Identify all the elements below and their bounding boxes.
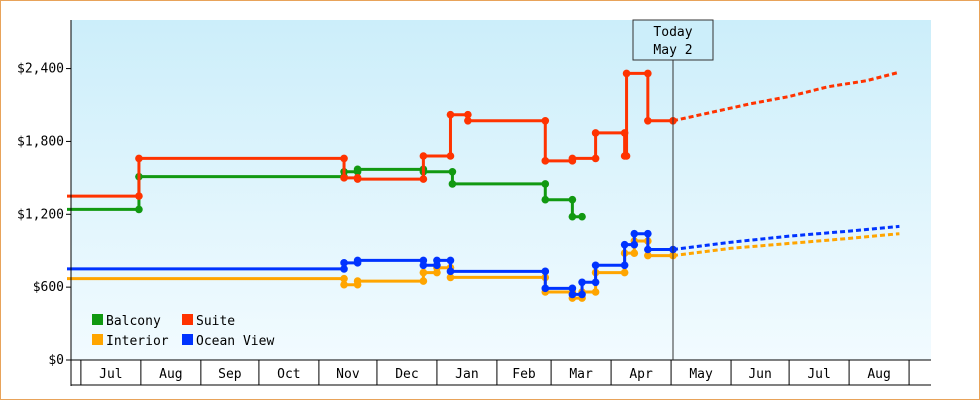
data-point-interior	[340, 274, 348, 283]
legend-swatch-interior	[92, 334, 103, 345]
legend-label-balcony: Balcony	[106, 314, 161, 329]
data-point-ocean-view	[644, 245, 652, 254]
data-point-interior	[340, 280, 348, 289]
data-point-ocean-view	[446, 267, 455, 276]
data-point-suite	[419, 152, 428, 160]
legend-swatch-ocean-view	[182, 334, 193, 345]
data-point-ocean-view	[419, 261, 428, 270]
data-point-interior	[419, 277, 428, 285]
data-point-suite	[446, 110, 455, 119]
data-point-interior	[446, 273, 455, 282]
data-point-ocean-view	[620, 261, 629, 270]
data-point-suite	[541, 116, 550, 125]
data-point-interior	[419, 268, 428, 277]
data-point-suite	[353, 175, 362, 183]
data-point-balcony	[353, 165, 362, 174]
legend-label-ocean-view: Ocean View	[196, 334, 274, 349]
month-label-mar: Mar	[569, 367, 593, 382]
month-label-jun: Jun	[748, 367, 771, 382]
data-point-suite	[464, 116, 472, 125]
data-point-suite	[541, 157, 550, 165]
today-date: May 2	[653, 43, 692, 58]
month-label-sep: Sep	[218, 367, 242, 382]
data-point-suite	[622, 69, 631, 78]
data-point-suite	[644, 69, 652, 78]
data-point-suite	[644, 116, 652, 125]
data-point-balcony	[541, 195, 550, 204]
data-point-ocean-view	[644, 229, 652, 238]
data-point-interior	[630, 249, 639, 257]
data-point-interior	[591, 288, 600, 296]
data-point-balcony	[578, 212, 586, 221]
data-point-balcony	[448, 180, 457, 188]
forecast-line-ocean-view	[672, 224, 900, 251]
month-label-aug: Aug	[159, 367, 182, 382]
today-label: Today	[653, 25, 692, 40]
y-tick-label: $0	[48, 353, 64, 368]
data-point-suite	[620, 129, 629, 137]
data-point-ocean-view	[541, 284, 550, 293]
legend-label-suite: Suite	[196, 314, 235, 329]
data-point-ocean-view	[568, 284, 577, 293]
month-label-apr: Apr	[629, 367, 653, 382]
data-point-suite	[135, 154, 143, 163]
data-point-suite	[568, 154, 577, 163]
data-point-ocean-view	[433, 256, 441, 265]
data-point-ocean-view	[591, 278, 600, 287]
data-point-interior	[620, 268, 629, 277]
data-point-ocean-view	[446, 256, 455, 265]
data-point-ocean-view	[620, 240, 629, 249]
forecast-line-interior	[672, 232, 900, 258]
y-tick-label: $1,800	[17, 134, 64, 149]
data-point-ocean-view	[578, 290, 586, 299]
data-point-suite	[446, 152, 455, 160]
data-point-ocean-view	[568, 290, 577, 299]
month-label-nov: Nov	[336, 367, 360, 382]
data-point-balcony	[541, 180, 550, 188]
data-point-suite	[419, 175, 428, 183]
month-label-feb: Feb	[512, 367, 536, 382]
month-label-jul: Jul	[99, 367, 122, 382]
data-point-ocean-view	[591, 261, 600, 270]
y-tick-label: $600	[33, 280, 64, 295]
month-label-oct: Oct	[277, 367, 300, 382]
data-point-suite	[340, 174, 348, 182]
plot-area	[71, 20, 931, 360]
month-label-aug: Aug	[867, 367, 890, 382]
data-point-ocean-view	[340, 259, 348, 267]
month-label-jan: Jan	[455, 367, 478, 382]
data-point-interior	[353, 277, 362, 285]
month-label-dec: Dec	[395, 367, 418, 382]
legend-swatch-suite	[182, 314, 193, 325]
data-point-balcony	[135, 205, 143, 214]
data-point-suite	[591, 154, 600, 163]
data-point-suite	[464, 110, 472, 119]
legend-swatch-balcony	[92, 314, 103, 325]
data-point-ocean-view	[630, 240, 639, 249]
data-point-ocean-view	[340, 265, 348, 273]
data-point-balcony	[568, 195, 577, 204]
month-label-may: May	[689, 367, 713, 382]
data-point-balcony	[448, 167, 457, 176]
data-point-suite	[622, 152, 631, 160]
data-point-ocean-view	[541, 267, 550, 276]
data-point-suite	[135, 192, 143, 200]
data-point-ocean-view	[353, 256, 362, 265]
y-tick-label: $2,400	[17, 62, 64, 77]
today-box	[632, 19, 714, 61]
y-tick-label: $1,200	[17, 207, 64, 222]
data-point-ocean-view	[578, 278, 586, 287]
data-point-ocean-view	[630, 229, 639, 238]
data-point-interior	[644, 251, 652, 260]
month-label-jul: Jul	[807, 367, 830, 382]
legend-label-interior: Interior	[106, 334, 169, 349]
data-point-suite	[591, 129, 600, 137]
data-point-balcony	[568, 212, 577, 221]
data-point-suite	[340, 154, 348, 163]
